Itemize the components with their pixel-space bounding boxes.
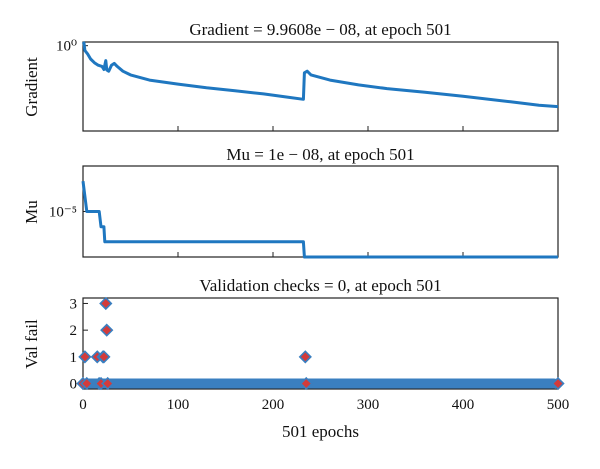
val-fail-point-marker — [298, 350, 312, 364]
mu-axes-frame — [82, 165, 559, 258]
val-fail-point-marker — [99, 296, 113, 311]
mu-plot: Mu = 1e − 08, at epoch 501 Mu 10⁻⁵ — [22, 145, 559, 259]
gradient-axes-frame — [82, 41, 559, 132]
val-fail-baseline-marker-band — [83, 378, 558, 389]
val-fail-axes-frame — [82, 297, 559, 390]
val-fail-xtick-label: 400 — [452, 397, 475, 413]
gradient-ytick-label: 10⁰ — [56, 39, 77, 55]
mu-y-axis-label: Mu — [22, 200, 41, 224]
gradient-y-axis-label: Gradient — [22, 57, 41, 117]
val-fail-point-marker — [551, 376, 565, 391]
val-fail-xtick-label: 300 — [357, 397, 380, 413]
val-fail-x-axis-label: 501 epochs — [282, 422, 359, 441]
val-fail-ytick-label: 2 — [70, 323, 78, 339]
val-fail-ytick-label: 3 — [70, 296, 78, 312]
gradient-plot-title: Gradient = 9.9608e − 08, at epoch 501 — [189, 20, 451, 39]
mu-plot-title: Mu = 1e − 08, at epoch 501 — [226, 145, 414, 164]
val-fail-xtick-label: 0 — [79, 397, 87, 413]
val-fail-point-marker — [80, 376, 94, 391]
val-fail-ytick-label: 1 — [70, 350, 78, 366]
gradient-series-line — [81, 41, 559, 109]
val-fail-xtick-label: 100 — [167, 397, 190, 413]
val-fail-ytick-label: 0 — [70, 377, 78, 393]
mu-ytick-label: 10⁻⁵ — [49, 205, 77, 221]
val-fail-xtick-label: 200 — [262, 397, 285, 413]
val-fail-y-axis-label: Val fail — [22, 319, 41, 369]
gradient-plot: Gradient = 9.9608e − 08, at epoch 501 Gra… — [22, 20, 559, 132]
val-fail-point-marker — [78, 350, 92, 364]
val-fail-plot: Validation checks = 0, at epoch 501 Val f… — [22, 276, 569, 441]
val-fail-plot-title: Validation checks = 0, at epoch 501 — [199, 276, 441, 295]
val-fail-point-marker — [100, 323, 114, 337]
val-fail-point-marker — [97, 350, 111, 364]
val-fail-point-marker — [299, 376, 313, 391]
val-fail-xtick-label: 500 — [547, 397, 570, 413]
mu-series-line — [81, 181, 558, 259]
val-fail-point-marker — [101, 376, 115, 391]
